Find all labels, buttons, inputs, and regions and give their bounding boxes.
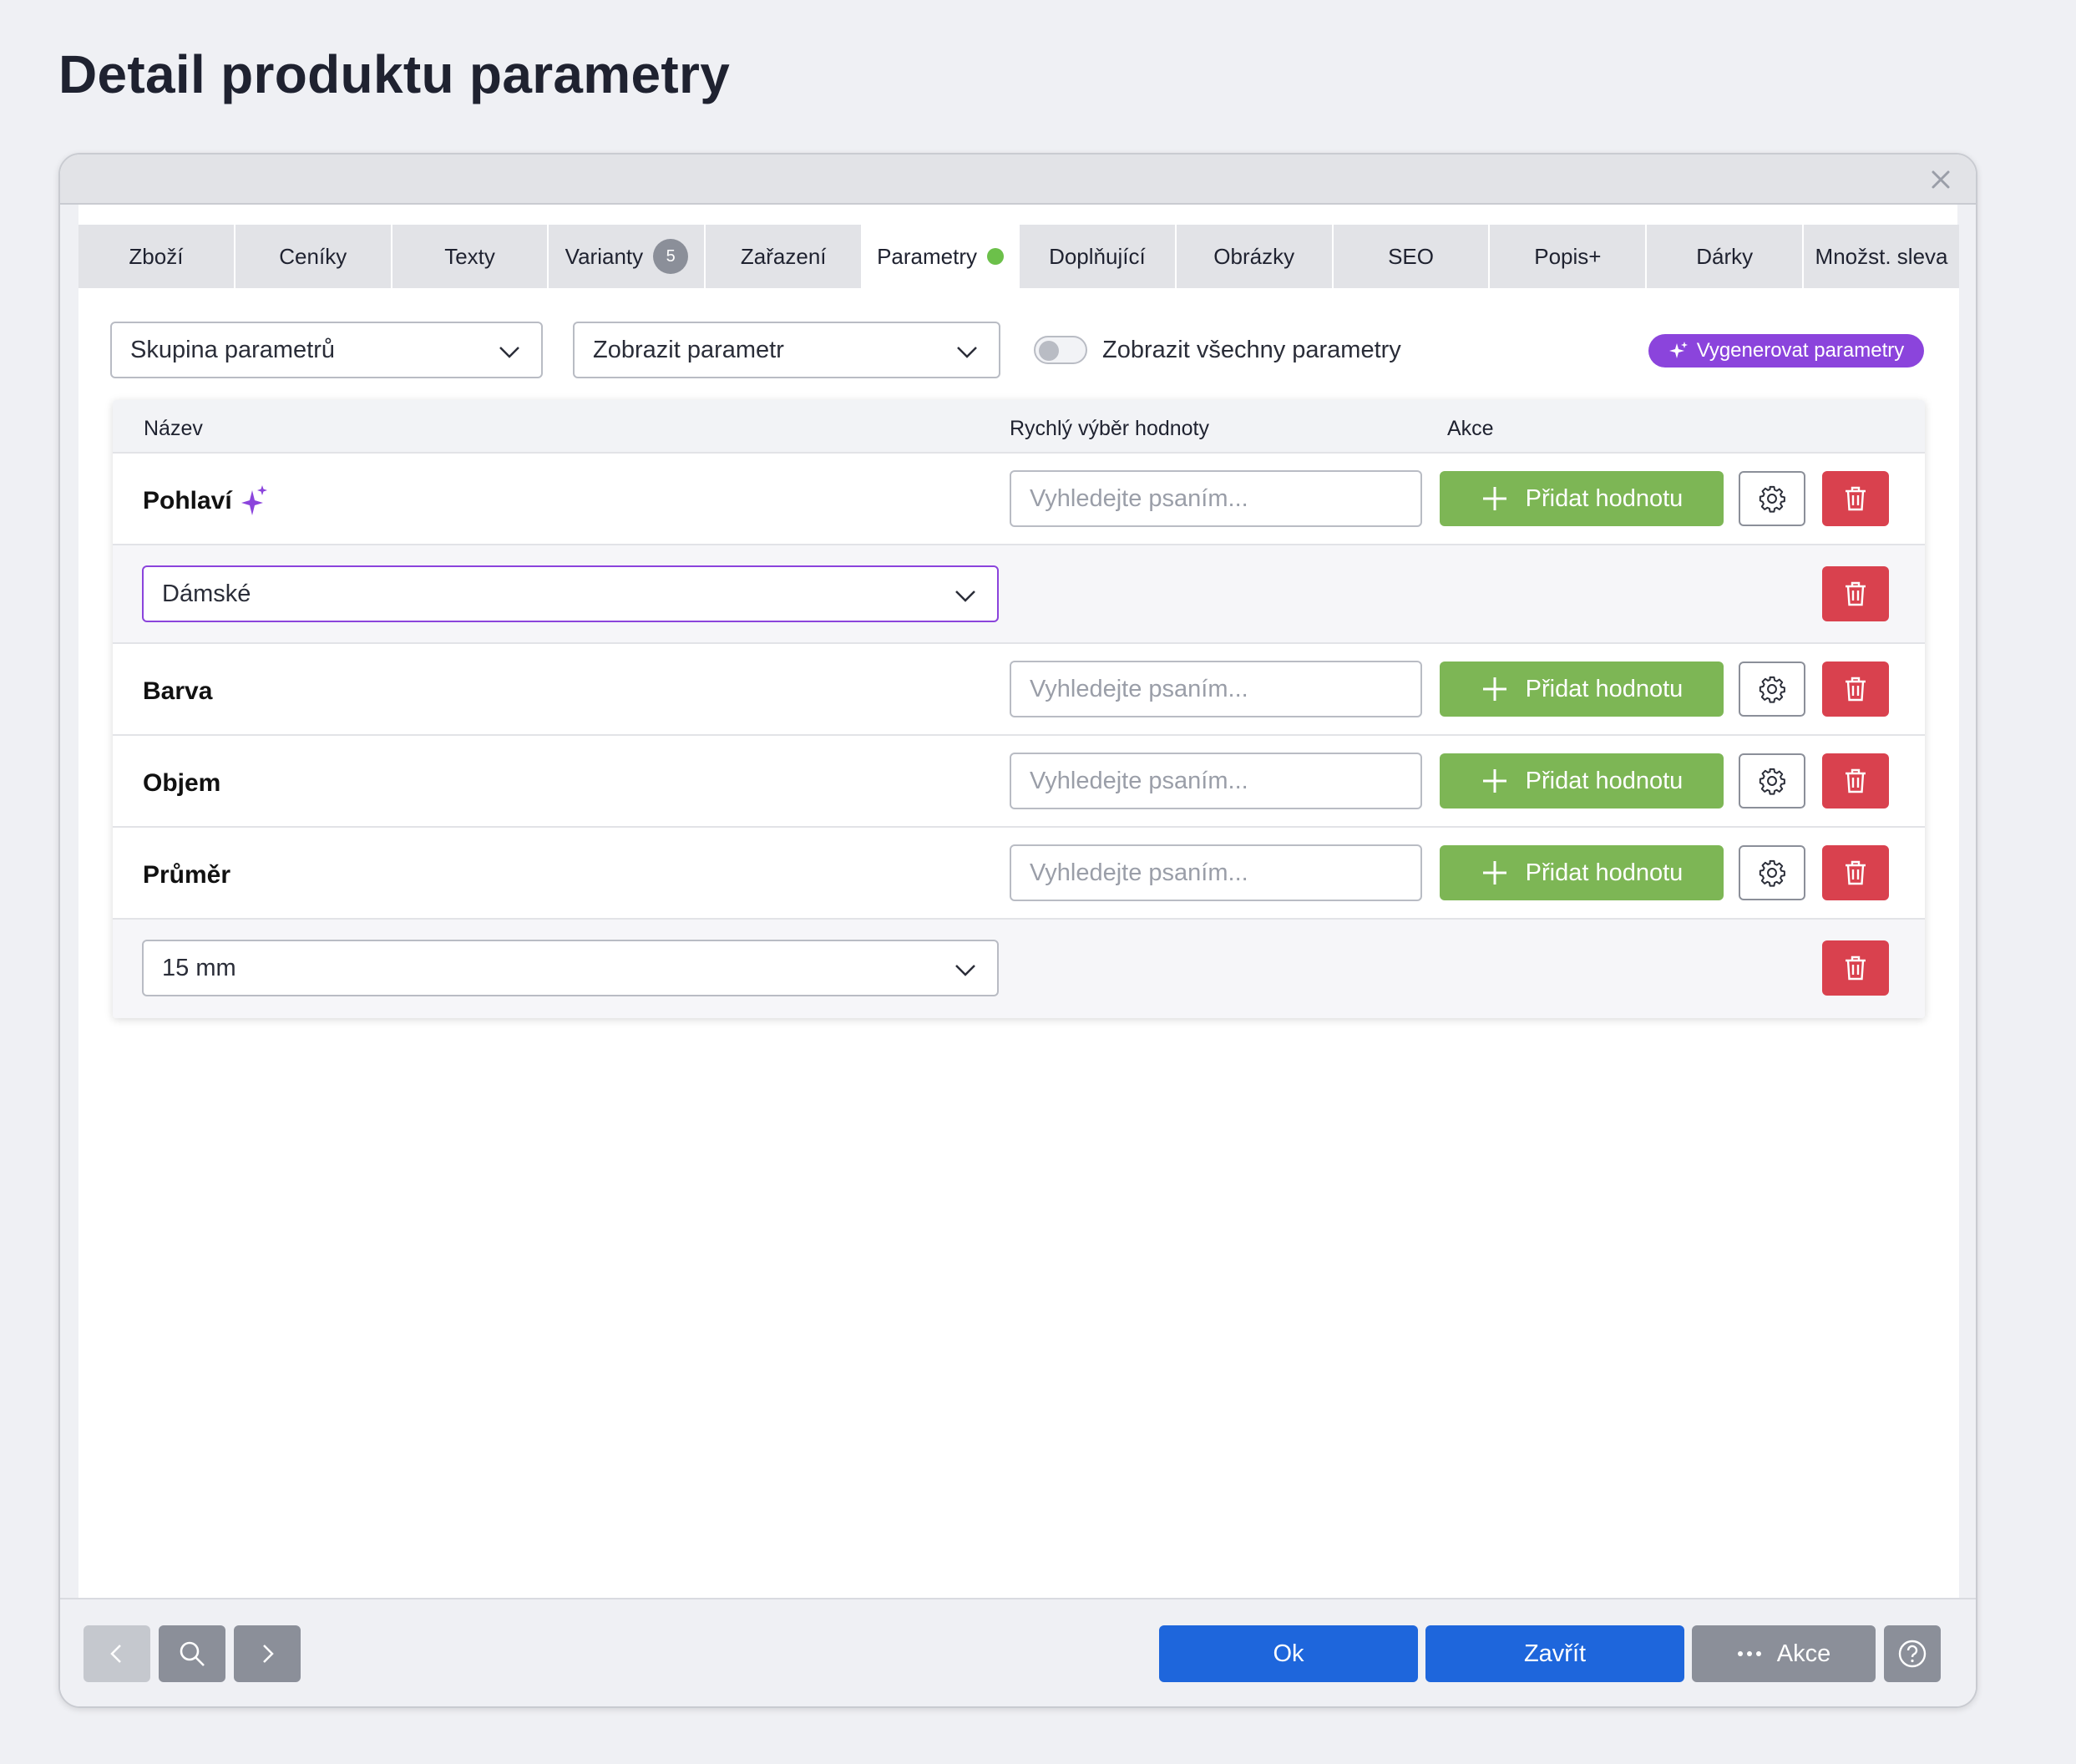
table-row: Pohlaví Přidat hodnotu (113, 454, 1925, 545)
tab-bar: Zboží Ceníky Texty Varianty 5 Zařazení Pa… (78, 225, 1959, 288)
quick-search-input[interactable] (1010, 844, 1422, 901)
table-row: Objem Přidat hodnotu (113, 736, 1925, 828)
tab-parametry[interactable]: Parametry (863, 225, 1020, 288)
tab-obrazky[interactable]: Obrázky (1177, 225, 1334, 288)
parameter-group-select[interactable]: Skupina parametrů (110, 322, 543, 378)
actions-button[interactable]: Akce (1692, 1625, 1876, 1682)
table-header: Název Rychlý výběr hodnoty Akce (113, 400, 1925, 454)
window-footer (60, 1598, 1976, 1706)
close-icon[interactable] (1926, 165, 1956, 195)
tab-seo[interactable]: SEO (1334, 225, 1491, 288)
tab-popis-plus[interactable]: Popis+ (1490, 225, 1648, 288)
trash-icon (1846, 581, 1866, 606)
delete-button[interactable] (1822, 753, 1889, 808)
next-button[interactable] (234, 1625, 301, 1682)
more-dots-icon (1737, 1651, 1761, 1656)
trash-icon (1846, 486, 1866, 511)
selected-value: 15 mm (162, 954, 236, 981)
tab-mnozst-sleva[interactable]: Množst. sleva (1815, 243, 1948, 269)
table-row: Průměr Přidat hodnotu (113, 828, 1925, 920)
header-actions: Akce (1447, 417, 1494, 440)
count-badge: 5 (653, 239, 689, 274)
tab-darky[interactable]: Dárky (1647, 225, 1805, 288)
gear-icon (1759, 768, 1785, 795)
gear-icon (1759, 676, 1785, 703)
ai-sparkle-icon (241, 485, 267, 515)
window-titlebar (60, 155, 1976, 205)
chevron-down-icon (955, 591, 975, 602)
add-value-button[interactable]: Přidat hodnotu (1440, 753, 1724, 808)
help-icon (1898, 1640, 1927, 1668)
sparkle-icon (1668, 342, 1688, 358)
chevron-right-icon (263, 1645, 274, 1663)
show-parameter-select[interactable]: Zobrazit parametr (573, 322, 1000, 378)
header-name: Název (144, 417, 203, 440)
delete-button[interactable] (1822, 845, 1889, 900)
delete-button[interactable] (1822, 471, 1889, 526)
tab-varianty[interactable]: Varianty 5 (549, 225, 706, 288)
trash-icon (1846, 956, 1866, 981)
delete-button[interactable] (1822, 662, 1889, 717)
generate-parameters-button[interactable]: Vygenerovat parametry (1648, 334, 1924, 368)
gear-icon (1759, 859, 1785, 887)
parameter-name: Pohlaví (143, 487, 232, 514)
add-value-button[interactable]: Přidat hodnotu (1440, 471, 1724, 526)
chevron-down-icon (499, 347, 519, 358)
plus-icon (1482, 677, 1506, 701)
show-parameter-value: Zobrazit parametr (593, 336, 784, 363)
header-quick-select: Rychlý výběr hodnoty (1010, 417, 1210, 440)
search-button[interactable] (159, 1625, 225, 1682)
table-row-value: Dámské (113, 545, 1925, 644)
settings-button[interactable] (1739, 662, 1805, 717)
search-icon (180, 1641, 205, 1666)
status-dot-icon (987, 248, 1005, 265)
delete-value-button[interactable] (1822, 940, 1889, 996)
show-all-label: Zobrazit všechny parametry (1102, 336, 1401, 363)
parameter-name: Barva (143, 677, 213, 705)
ok-button[interactable]: Ok (1159, 1625, 1418, 1682)
settings-button[interactable] (1739, 471, 1805, 526)
tab-zarazeni[interactable]: Zařazení (706, 225, 863, 288)
settings-button[interactable] (1739, 753, 1805, 808)
tab-ceniky[interactable]: Ceníky (235, 225, 392, 288)
chevron-left-icon (110, 1645, 121, 1663)
add-value-button[interactable]: Přidat hodnotu (1440, 845, 1724, 900)
plus-icon (1482, 487, 1506, 510)
show-all-toggle[interactable] (1034, 336, 1087, 364)
tab-texty[interactable]: Texty (392, 225, 549, 288)
table-row-value: 15 mm (113, 920, 1925, 1018)
plus-icon (1482, 769, 1506, 793)
selected-value: Dámské (162, 580, 251, 607)
settings-button[interactable] (1739, 845, 1805, 900)
delete-value-button[interactable] (1822, 566, 1889, 621)
chevron-down-icon (955, 965, 975, 976)
chevron-down-icon (957, 347, 977, 358)
help-button[interactable] (1884, 1625, 1941, 1682)
quick-search-input[interactable] (1010, 661, 1422, 717)
trash-icon (1846, 677, 1866, 702)
show-all-toggle-group: Zobrazit všechny parametry (1034, 333, 1401, 367)
quick-search-input[interactable] (1010, 470, 1422, 527)
value-select[interactable]: Dámské (142, 565, 999, 622)
tab-zbozi[interactable]: Zboží (78, 225, 235, 288)
page-title: Detail produktu parametry (58, 44, 731, 104)
parameter-name: Objem (143, 769, 221, 797)
parameter-group-value: Skupina parametrů (130, 336, 336, 363)
tab-doplnujici[interactable]: Doplňující (1020, 225, 1177, 288)
trash-icon (1846, 768, 1866, 793)
value-select[interactable]: 15 mm (142, 940, 999, 996)
add-value-button[interactable]: Přidat hodnotu (1440, 662, 1724, 717)
table-row: Barva Přidat hodnotu (113, 644, 1925, 736)
plus-icon (1482, 861, 1506, 885)
trash-icon (1846, 860, 1866, 885)
gear-icon (1759, 485, 1785, 513)
parameters-table: Název Rychlý výběr hodnoty Akce Pohlaví … (113, 400, 1925, 1018)
quick-search-input[interactable] (1010, 753, 1422, 809)
previous-button[interactable] (84, 1625, 150, 1682)
close-button[interactable]: Zavřít (1425, 1625, 1684, 1682)
parameter-name: Průměr (143, 861, 231, 889)
